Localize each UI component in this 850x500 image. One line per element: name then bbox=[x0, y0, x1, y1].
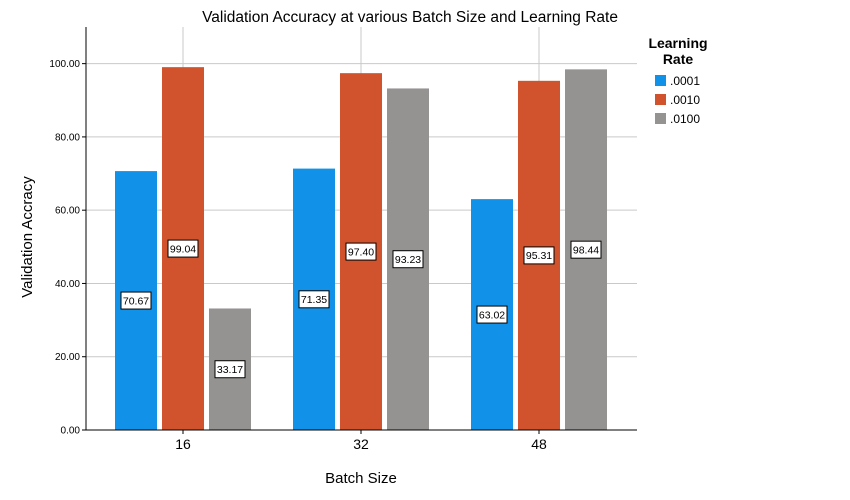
data-label: 98.44 bbox=[573, 244, 599, 256]
y-axis-title: Validation Accracy bbox=[19, 176, 36, 298]
data-label-box bbox=[120, 291, 152, 310]
legend-title-line-2: Rate bbox=[663, 51, 694, 67]
legend-label: .0001 bbox=[670, 74, 700, 88]
y-axis-ticks: 0.00 20.00 40.00 60.00 80.00 100.00 bbox=[49, 59, 86, 437]
x-tick-label: 16 bbox=[175, 436, 191, 452]
x-axis-ticks: 16 32 48 bbox=[175, 430, 547, 452]
legend: Learning Rate .0001 .0010 .0100 bbox=[648, 35, 707, 126]
x-tick-label: 48 bbox=[531, 436, 547, 452]
chart-title: Validation Accuracy at various Batch Siz… bbox=[202, 9, 618, 26]
legend-swatch bbox=[655, 75, 666, 86]
data-label: 33.17 bbox=[217, 364, 243, 376]
data-label-box bbox=[214, 360, 246, 379]
legend-label: .0100 bbox=[670, 112, 700, 126]
data-label: 93.23 bbox=[395, 254, 421, 266]
y-tick-label: 80.00 bbox=[55, 132, 80, 143]
x-tick-label: 32 bbox=[353, 436, 369, 452]
legend-swatch bbox=[655, 94, 666, 105]
plot-area: 70.67 99.04 33.17 71.35 97.40 93.23 63.02 95.31… bbox=[49, 27, 637, 452]
data-label: 97.40 bbox=[348, 246, 374, 258]
data-label: 95.31 bbox=[526, 250, 552, 262]
x-axis-title: Batch Size bbox=[325, 470, 397, 487]
legend-items: .0001 .0010 .0100 bbox=[655, 74, 700, 126]
data-label: 99.04 bbox=[170, 243, 196, 255]
y-tick-label: 0.00 bbox=[61, 426, 81, 437]
data-labels: 70.67 99.04 33.17 71.35 97.40 93.23 63.02 95.31… bbox=[120, 239, 602, 379]
data-label-box bbox=[570, 240, 602, 259]
legend-label: .0010 bbox=[670, 93, 700, 107]
legend-title-line-1: Learning bbox=[648, 35, 707, 51]
y-tick-label: 100.00 bbox=[49, 59, 80, 70]
data-label: 71.35 bbox=[301, 294, 327, 306]
legend-swatch bbox=[655, 113, 666, 124]
y-tick-label: 20.00 bbox=[55, 352, 80, 363]
data-label: 70.67 bbox=[123, 295, 149, 307]
data-label: 63.02 bbox=[479, 309, 505, 321]
data-label-box bbox=[298, 290, 330, 309]
data-label-box bbox=[523, 246, 555, 265]
y-tick-label: 60.00 bbox=[55, 206, 80, 217]
data-label-box bbox=[167, 239, 199, 258]
y-tick-label: 40.00 bbox=[55, 279, 80, 290]
data-label-box bbox=[345, 242, 377, 261]
data-label-box bbox=[476, 305, 508, 324]
data-label-box bbox=[392, 250, 424, 269]
